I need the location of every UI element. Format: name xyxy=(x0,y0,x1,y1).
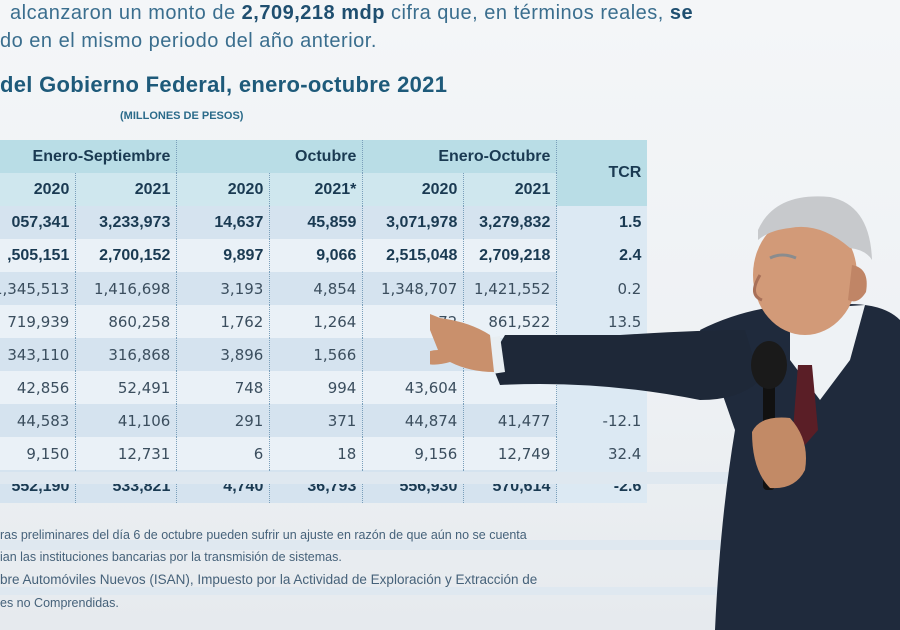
footnote: ras preliminares del día 6 de octubre pu… xyxy=(0,528,527,542)
table-cell: 748 xyxy=(176,371,270,404)
table-cell: 719,939 xyxy=(0,305,76,338)
table-cell: 41,477 xyxy=(463,404,557,437)
table-row: 057,341 3,233,973 14,637 45,859 3,071,978 3,2… xyxy=(0,206,648,239)
year-header: 2020 xyxy=(0,173,76,206)
table-cell: 44,583 xyxy=(0,404,76,437)
table-cell: 1,762 xyxy=(176,305,270,338)
table-cell: 1,421,552 xyxy=(463,272,557,305)
year-header: 2020 xyxy=(176,173,270,206)
head xyxy=(753,215,857,335)
table-row: 44,583 41,106 291 371 44,874 41,477 -12.1 xyxy=(0,404,648,437)
table-cell: 994 xyxy=(269,371,363,404)
table-cell: 52,491 xyxy=(75,371,177,404)
year-header: 2021 xyxy=(463,173,557,206)
microphone-head xyxy=(751,341,787,389)
table-cell: 2,700,152 xyxy=(75,239,177,272)
divider-band xyxy=(0,472,730,484)
table-cell: ,505,151 xyxy=(0,239,76,272)
table-cell: 41,106 xyxy=(75,404,177,437)
header-enero-septiembre: Enero-Septiembre xyxy=(0,140,177,173)
nose xyxy=(753,274,763,302)
table-cell: 14,637 xyxy=(176,206,270,239)
table-cell: 316,868 xyxy=(75,338,177,371)
table-cell: 371 xyxy=(269,404,363,437)
tcr-cell: 1.5 xyxy=(556,206,648,239)
header-octubre: Octubre xyxy=(176,140,363,173)
header-tcr: TCR xyxy=(556,140,648,206)
tcr-cell: 13.5 xyxy=(556,305,648,338)
table-cell: 45,859 xyxy=(269,206,363,239)
footnote: ian las instituciones bancarias por la t… xyxy=(0,550,342,564)
table-cell: 1,566 xyxy=(269,338,363,371)
table-row: 1,345,513 1,416,698 3,193 4,854 1,348,707 1,4… xyxy=(0,272,648,305)
table-cell: 3,071,978 xyxy=(362,206,464,239)
table-cell: 42,856 xyxy=(0,371,76,404)
tcr-cell: 0.2 xyxy=(556,272,648,305)
table-cell: 1,416,698 xyxy=(75,272,177,305)
microphone-hand xyxy=(752,417,806,489)
footnote: bre Automóviles Nuevos (ISAN), Impuesto … xyxy=(0,572,538,587)
table-row: 42,856 52,491 748 994 43,604 xyxy=(0,371,648,404)
table-cell: 3,896 xyxy=(176,338,270,371)
hair xyxy=(758,196,872,260)
ear xyxy=(848,265,867,302)
table-cell: 1,345,513 xyxy=(0,272,76,305)
year-header: 2021 xyxy=(75,173,177,206)
table-year-header-row: 2020 2021 2020 2021* 2020 2021 xyxy=(0,173,647,206)
eyebrow xyxy=(769,253,797,260)
divider-band xyxy=(0,587,730,595)
pointing-arm xyxy=(490,330,760,400)
table-cell: 34 xyxy=(362,338,464,371)
table-cell: 12,731 xyxy=(75,437,177,470)
year-header: 2021* xyxy=(269,173,363,206)
table-cell: 12,749 xyxy=(463,437,557,470)
table-cell: 18 xyxy=(269,437,363,470)
table-cell: 3,279,832 xyxy=(463,206,557,239)
table-cell: 861,522 xyxy=(463,305,557,338)
table-cell: 4,854 xyxy=(269,272,363,305)
intro-line-2: do en el mismo periodo del año anterior. xyxy=(0,30,377,52)
table-cell: 9,066 xyxy=(269,239,363,272)
table-cell: 44,874 xyxy=(362,404,464,437)
table-row: 9,150 12,731 6 18 9,156 12,749 32.4 xyxy=(0,437,648,470)
table-cell: 860,258 xyxy=(75,305,177,338)
revenue-table: Enero-Septiembre Octubre Enero-Octubre T… xyxy=(0,140,648,503)
year-header: 2020 xyxy=(362,173,464,206)
tcr-cell: 32.4 xyxy=(556,437,648,470)
units-label: (MILLONES DE PESOS) xyxy=(120,110,244,122)
tcr-cell: -12.1 xyxy=(556,404,648,437)
table-cell: 6 xyxy=(176,437,270,470)
divider-band xyxy=(0,540,730,550)
slide-title: del Gobierno Federal, enero-octubre 2021 xyxy=(0,72,448,97)
table-group-header-row: Enero-Septiembre Octubre Enero-Octubre T… xyxy=(0,140,648,206)
table-cell: 9,897 xyxy=(176,239,270,272)
table-cell: 2,709,218 xyxy=(463,239,557,272)
intro-line-1: alcanzaron un monto de 2,709,218 mdp cif… xyxy=(10,2,694,24)
tcr-cell: 2.4 xyxy=(556,239,648,272)
table-cell: 343,110 xyxy=(0,338,76,371)
tie xyxy=(793,365,818,445)
pointing-hand xyxy=(430,314,494,372)
table-cell: 3,193 xyxy=(176,272,270,305)
footnote: es no Comprendidas. xyxy=(0,596,119,610)
table-cell: 1,264 xyxy=(269,305,363,338)
table-cell: 3,233,973 xyxy=(75,206,177,239)
table-cell: 9,150 xyxy=(0,437,76,470)
header-enero-octubre: Enero-Octubre xyxy=(362,140,557,173)
presenter-figure xyxy=(430,196,900,630)
table-row: ,505,151 2,700,152 9,897 9,066 2,515,048 2,70… xyxy=(0,239,648,272)
table-cell: 057,341 xyxy=(0,206,76,239)
table-cell: 1,348,707 xyxy=(362,272,464,305)
table-cell: 2,515,048 xyxy=(362,239,464,272)
table-cell: 9,156 xyxy=(362,437,464,470)
table-cell: 43,604 xyxy=(362,371,464,404)
table-cell: 291 xyxy=(176,404,270,437)
